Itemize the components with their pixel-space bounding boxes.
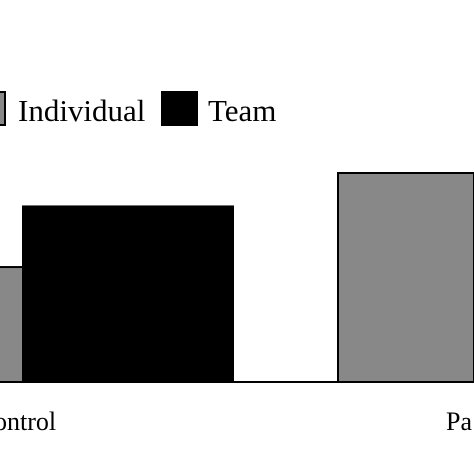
legend-swatch-team — [161, 91, 198, 126]
x-tick-label-control: ontrol — [0, 407, 56, 436]
bar-individual-pa — [337, 172, 474, 383]
bar-individual-ontrol — [0, 266, 24, 383]
legend: Individual Team — [0, 91, 276, 128]
x-tick-label-pa: Pa — [446, 407, 472, 436]
bar-team-ontrol — [22, 205, 234, 383]
legend-swatch-individual — [0, 91, 6, 126]
legend-label-team: Team — [208, 93, 276, 128]
legend-label-individual: Individual — [18, 93, 145, 128]
bars-layer — [0, 172, 474, 383]
